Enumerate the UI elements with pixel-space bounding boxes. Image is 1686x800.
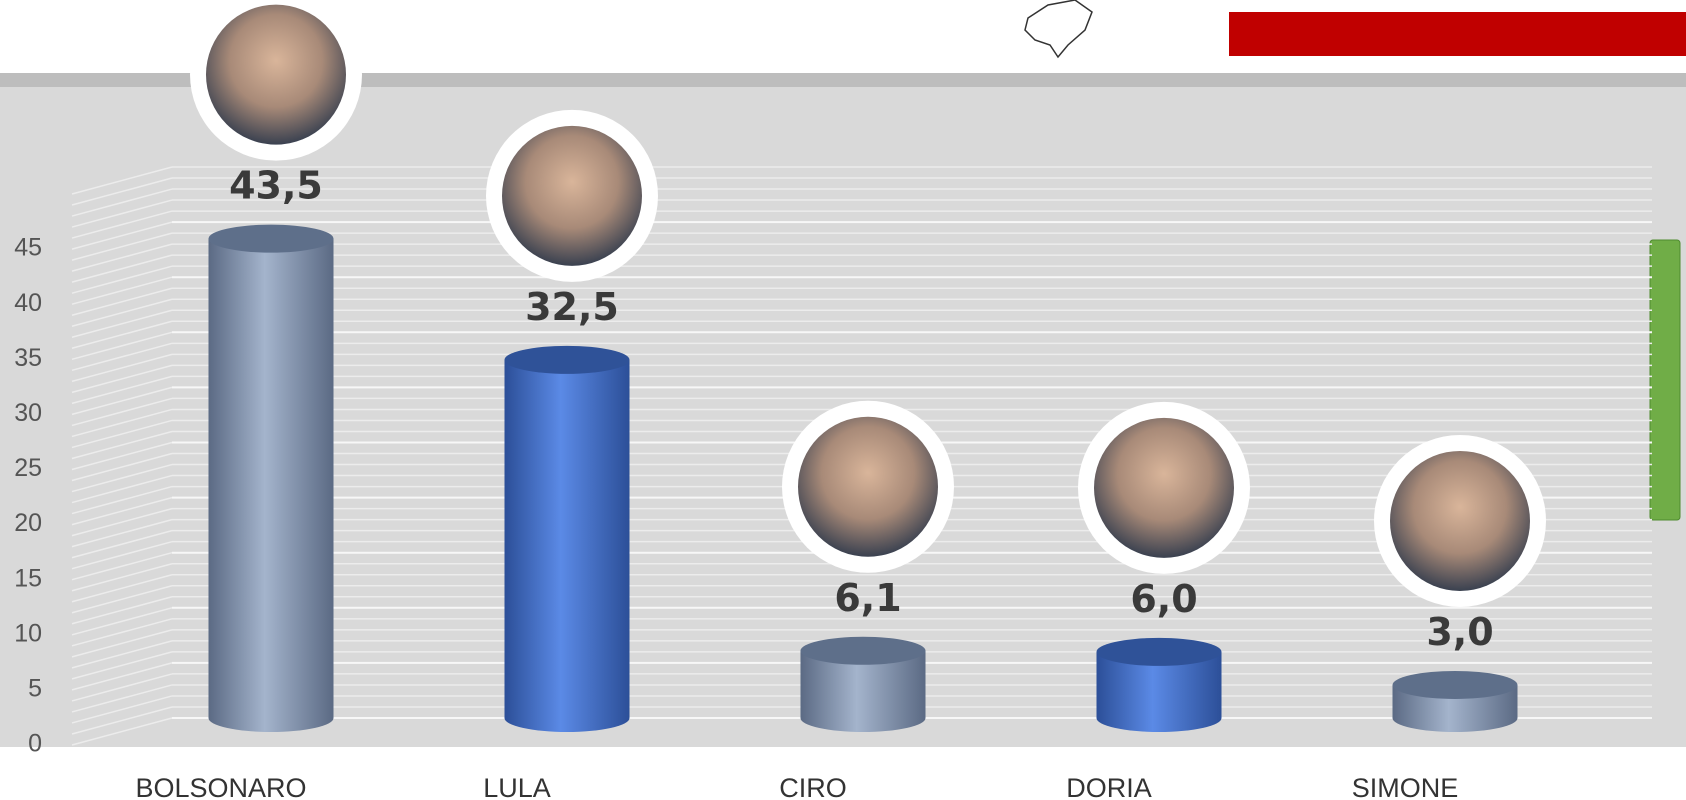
grid-stripe-wall (71, 585, 173, 614)
grid-stripe-wall (71, 331, 173, 361)
grid-stripe-wall (71, 287, 173, 316)
photo (798, 416, 938, 557)
value-label: 32,5 (525, 285, 619, 329)
y-tick-label: 35 (14, 344, 42, 372)
grid-stripe-wall (71, 397, 173, 427)
grid-stripe-wall (71, 408, 173, 438)
x-tick-label: CIRO (779, 773, 847, 800)
y-tick-label: 5 (28, 675, 42, 703)
grid-stripe-wall (71, 254, 173, 283)
grid-stripe-wall (71, 452, 173, 482)
grid-stripe-wall (71, 232, 173, 261)
grid-stripe-wall (71, 562, 173, 592)
photo (1094, 417, 1234, 558)
grid-stripe-wall (71, 276, 173, 305)
grid-stripe-wall (71, 662, 173, 691)
bar-top (208, 224, 334, 253)
photo (1390, 450, 1530, 591)
green-banner (1649, 239, 1681, 521)
grid-stripe-wall (71, 243, 173, 272)
grid-stripe-wall (71, 507, 173, 537)
grid-stripe-wall (71, 441, 173, 471)
map-icon (1024, 0, 1093, 59)
bar-top (1392, 670, 1518, 699)
value-label: 6,0 (1130, 577, 1197, 621)
grid-stripe-wall (71, 188, 173, 217)
y-tick-label: 0 (28, 730, 42, 758)
grid-stripe-wall (71, 607, 173, 636)
y-tick-label: 15 (14, 564, 42, 592)
grid-stripe-wall (71, 364, 173, 394)
grid-stripe-wall (71, 684, 173, 713)
y-tick-label: 20 (14, 509, 42, 537)
grid-stripe-wall (71, 640, 173, 669)
y-tick-label: 30 (14, 399, 42, 427)
value-label: 3,0 (1426, 610, 1493, 654)
grid-stripe-wall (71, 518, 173, 548)
y-tick-label: 10 (14, 619, 42, 647)
grid-stripe-wall (71, 485, 173, 515)
grid-stripe-wall (71, 629, 173, 658)
bar (208, 238, 334, 718)
grid-stripe-wall (71, 419, 173, 449)
grid-stripe-wall (71, 695, 173, 724)
grid-stripe-wall (71, 320, 173, 350)
x-tick-label: DORIA (1066, 773, 1152, 800)
photo (206, 4, 346, 145)
grid-stripe-wall (71, 353, 173, 383)
top-band (0, 73, 1686, 87)
grid-stripe-wall (71, 651, 173, 680)
grid-stripe-wall (71, 463, 173, 493)
grid-stripe-wall (71, 496, 173, 526)
y-tick-label: 40 (14, 289, 42, 317)
grid-stripe-wall (71, 717, 173, 746)
grid-stripe-wall (71, 551, 173, 581)
bar-top (504, 345, 630, 374)
grid-stripe-wall (71, 342, 173, 372)
x-tick-label: SIMONE (1352, 773, 1459, 800)
grid-stripe-wall (71, 574, 173, 603)
x-tick-label: LULA (483, 773, 551, 800)
grid-stripe-wall (71, 265, 173, 294)
value-label: 43,5 (229, 164, 323, 208)
y-tick-label: 45 (14, 234, 42, 262)
grid-stripe-wall (71, 298, 173, 327)
grid-stripe-wall (71, 618, 173, 647)
grid-stripe-wall (71, 430, 173, 460)
grid-stripe-wall (71, 540, 173, 570)
grid-stripe-wall (71, 210, 173, 239)
grid-stripe-wall (71, 177, 173, 206)
grid-stripe-wall (71, 386, 173, 416)
bar-top (800, 636, 926, 665)
grid-stripe-wall (71, 474, 173, 504)
bar (504, 359, 630, 718)
grid-stripe-wall (71, 166, 173, 195)
photo (502, 125, 642, 266)
grid-stripe-wall (71, 309, 173, 338)
red-banner (1229, 12, 1686, 56)
grid-stripe-wall (71, 529, 173, 559)
grid-stripe-wall (71, 375, 173, 405)
grid-stripe-wall (71, 199, 173, 228)
grid-stripe-wall (71, 673, 173, 702)
grid-stripe-wall (71, 596, 173, 625)
y-tick-label: 25 (14, 454, 42, 482)
bar-top (1096, 637, 1222, 666)
grid-stripe-wall (71, 221, 173, 250)
grid-stripe-wall (71, 706, 173, 735)
x-tick-label: BOLSONARO (135, 773, 306, 800)
value-label: 6,1 (834, 576, 901, 620)
